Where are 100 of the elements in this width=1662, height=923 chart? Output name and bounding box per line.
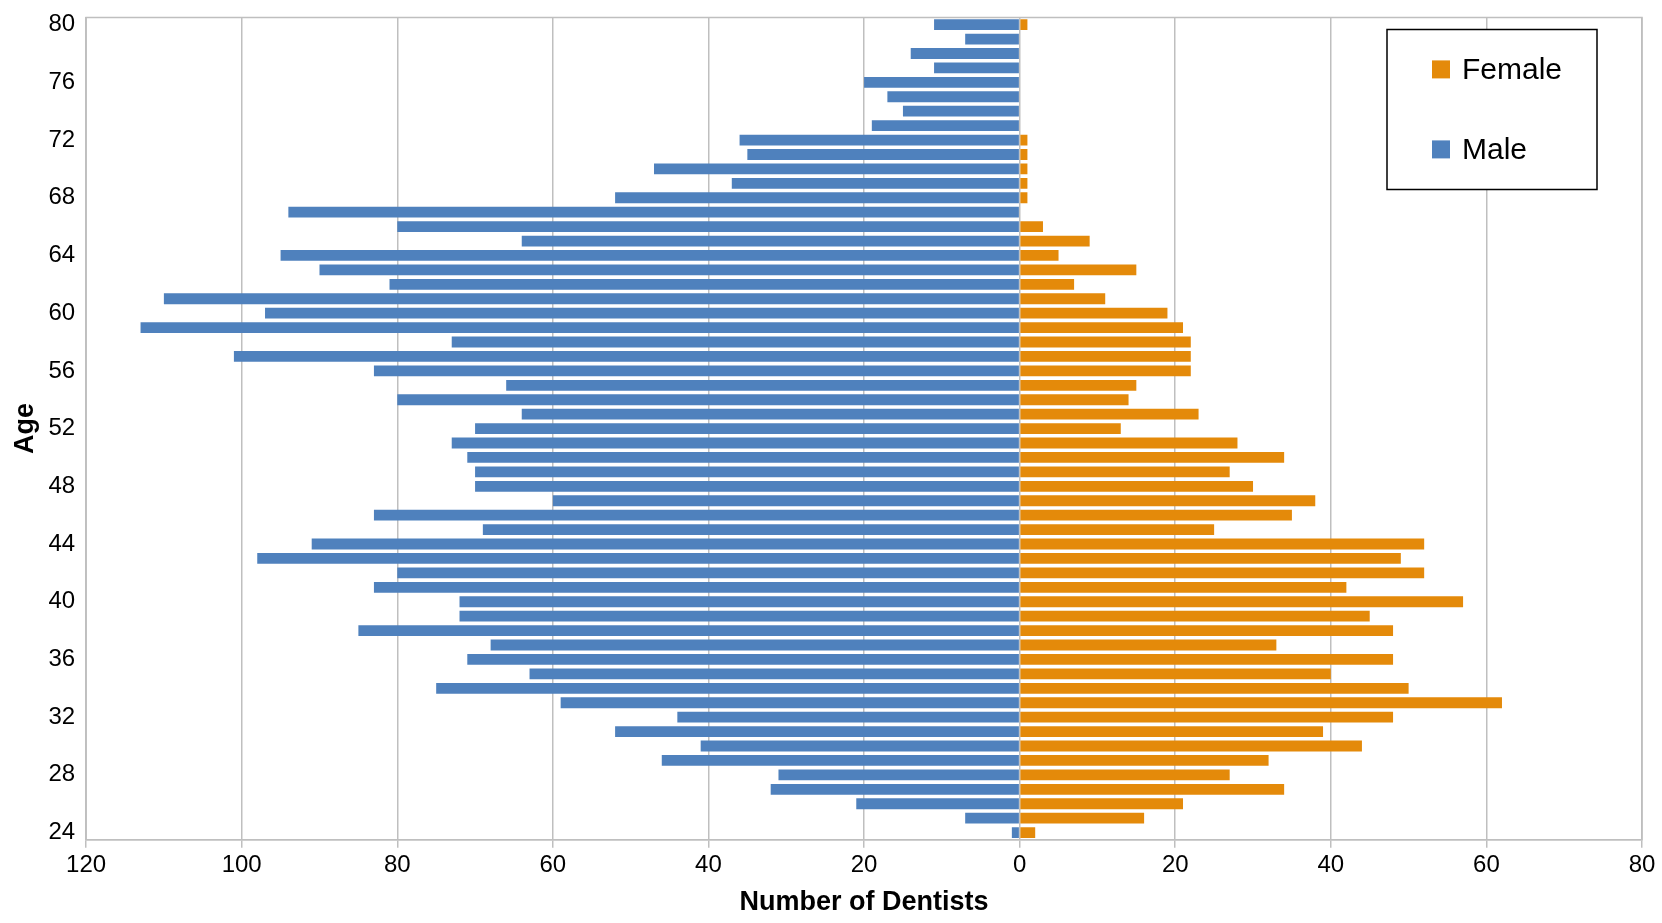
bar [1020, 394, 1129, 406]
bar [1020, 654, 1394, 665]
bar [1020, 480, 1254, 492]
bar [280, 250, 1019, 261]
x-tick-label: 80 [383, 849, 411, 877]
bar [163, 293, 1019, 305]
y-tick-label: 40 [48, 586, 76, 614]
bar [311, 538, 1019, 550]
bar [1020, 149, 1028, 160]
y-tick-label: 72 [48, 124, 76, 152]
bar [965, 33, 1019, 45]
y-tick-label: 52 [48, 413, 76, 441]
bar [910, 48, 1019, 59]
x-tick-label: 40 [1317, 849, 1345, 877]
bar [490, 639, 1019, 651]
bar [965, 812, 1019, 824]
bar [482, 524, 1019, 536]
bar [265, 307, 1019, 319]
x-tick-label: 100 [221, 849, 262, 877]
bar [677, 711, 1019, 723]
bar [1020, 466, 1230, 478]
bar [1020, 177, 1028, 189]
bar [700, 740, 1019, 752]
bar [467, 452, 1019, 463]
bar [467, 654, 1019, 665]
bar [1020, 740, 1362, 752]
legend-label: Female [1462, 51, 1563, 85]
bar [778, 769, 1019, 781]
y-tick-label: 48 [48, 470, 76, 498]
bar [1020, 682, 1409, 694]
y-tick-label: 76 [48, 66, 76, 94]
bar [521, 235, 1019, 247]
y-tick-label: 80 [48, 9, 76, 37]
x-tick-label: 20 [850, 849, 878, 877]
bar [1020, 264, 1137, 276]
bar [1020, 726, 1324, 737]
bar [560, 697, 1019, 709]
bar [1020, 639, 1277, 651]
bar [747, 149, 1019, 160]
bar [436, 682, 1019, 694]
bar [739, 134, 1019, 146]
y-tick-label: 44 [48, 528, 76, 556]
bar [1020, 769, 1230, 781]
bar [1020, 408, 1199, 420]
bar [1020, 250, 1059, 261]
y-tick-label: 56 [48, 355, 76, 383]
bar [475, 480, 1019, 492]
bar [1020, 524, 1215, 536]
bar [459, 610, 1019, 622]
bar [1020, 423, 1121, 435]
bar [661, 755, 1019, 766]
bar [1020, 19, 1028, 31]
bar [475, 466, 1019, 478]
bar [1020, 509, 1292, 521]
y-tick-label: 68 [48, 182, 76, 210]
bar [1011, 827, 1019, 838]
bar [934, 19, 1019, 31]
bar [1020, 711, 1394, 723]
bar [397, 567, 1019, 579]
x-tick-label: 20 [1161, 849, 1189, 877]
bar [529, 668, 1019, 680]
bar [1020, 221, 1043, 233]
x-tick-label: 80 [1628, 849, 1656, 877]
bar [288, 206, 1019, 218]
bar [459, 596, 1019, 608]
bar [1020, 322, 1184, 334]
bar [1020, 278, 1075, 290]
bar [1020, 538, 1425, 550]
bar [934, 62, 1019, 74]
x-tick-label: 40 [695, 849, 722, 877]
bar [475, 423, 1019, 435]
bar [1020, 610, 1370, 622]
x-tick-label: 60 [1473, 849, 1500, 877]
bar [233, 351, 1019, 362]
y-tick-label: 28 [48, 759, 76, 787]
bar [1020, 495, 1316, 507]
bar [1020, 134, 1028, 146]
bar [1020, 336, 1191, 348]
bar [397, 221, 1019, 233]
bar [521, 408, 1019, 420]
bar [1020, 365, 1191, 377]
bar [902, 105, 1019, 117]
bar [731, 177, 1019, 189]
bar [887, 91, 1019, 103]
bar [1020, 697, 1502, 709]
bar [257, 553, 1019, 564]
bar [451, 437, 1019, 449]
bar [1020, 596, 1464, 608]
bar [1020, 783, 1285, 795]
x-tick-label: 120 [66, 849, 107, 877]
bar [1020, 625, 1394, 636]
bar [1020, 235, 1090, 247]
bar [1020, 437, 1238, 449]
y-tick-label: 60 [48, 297, 76, 325]
bar [373, 581, 1019, 593]
bar [1020, 192, 1028, 204]
bar [1020, 379, 1137, 391]
bar [770, 783, 1019, 795]
bar [1020, 755, 1269, 766]
bar [856, 798, 1019, 810]
